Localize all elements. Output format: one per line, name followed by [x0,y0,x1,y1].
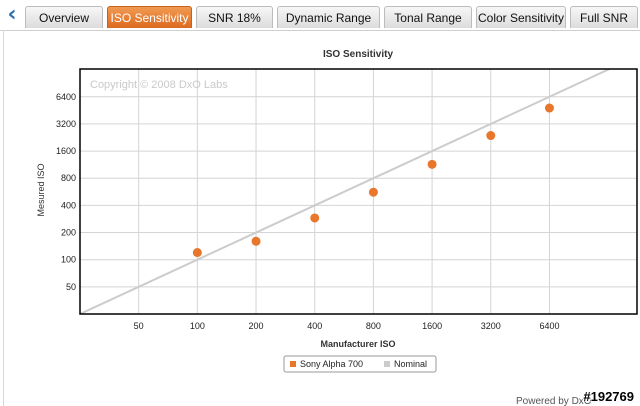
chart-title: ISO Sensitivity [323,49,393,60]
powered-by-text: Powered by DxO [516,396,592,406]
data-point [192,248,202,258]
legend-swatch-nominal [384,361,390,367]
chart-panel [3,30,640,406]
x-axis-label: Manufacturer ISO [320,339,395,349]
chart-legend: Sony Alpha 700 Nominal [283,355,437,373]
legend-swatch-sony-alpha-700 [290,361,296,367]
data-point [368,187,378,197]
data-point [486,131,496,141]
tab-iso-sensitivity[interactable]: ISO Sensitivity [107,6,192,28]
y-tick-label: 200 [61,228,76,238]
tab-bar: ‹ Overview ISO Sensitivity SNR 18% Dynam… [0,0,640,31]
copyright-watermark: Copyright © 2008 DxO Labs [90,79,228,91]
tab-full-snr[interactable]: Full SNR [570,6,638,28]
y-tick-label: 800 [61,173,76,183]
data-point [427,159,437,169]
data-point [544,103,554,113]
y-tick-label: 1600 [56,146,76,156]
tab-color-sensitivity[interactable]: Color Sensitivity [476,6,566,28]
x-tick-label: 800 [366,321,381,331]
y-tick-label: 100 [61,255,76,265]
tab-dynamic-range[interactable]: Dynamic Range [277,6,380,28]
nominal-reference-line [80,69,612,314]
tab-overview[interactable]: Overview [25,6,103,28]
image-tag-label: #192769 [583,389,634,404]
y-tick-label: 50 [66,282,76,292]
y-tick-label: 400 [61,200,76,210]
x-tick-label: 100 [190,321,205,331]
legend-label-nominal: Nominal [394,359,427,369]
tab-snr-18[interactable]: SNR 18% [196,6,273,28]
data-point [251,236,261,246]
data-point [310,213,320,223]
y-axis-label: Mesured ISO [36,163,46,216]
x-tick-label: 400 [307,321,322,331]
plot-border [79,68,638,315]
x-tick-label: 6400 [539,321,559,331]
x-tick-label: 50 [134,321,144,331]
x-tick-label: 200 [249,321,264,331]
y-tick-label: 3200 [56,119,76,129]
tab-tonal-range[interactable]: Tonal Range [384,6,472,28]
legend-label-sony-alpha-700: Sony Alpha 700 [300,359,363,369]
x-tick-label: 1600 [422,321,442,331]
chevron-left-icon[interactable]: ‹ [7,2,17,27]
plot-area [80,69,637,314]
x-tick-label: 3200 [481,321,501,331]
y-tick-label: 6400 [56,92,76,102]
